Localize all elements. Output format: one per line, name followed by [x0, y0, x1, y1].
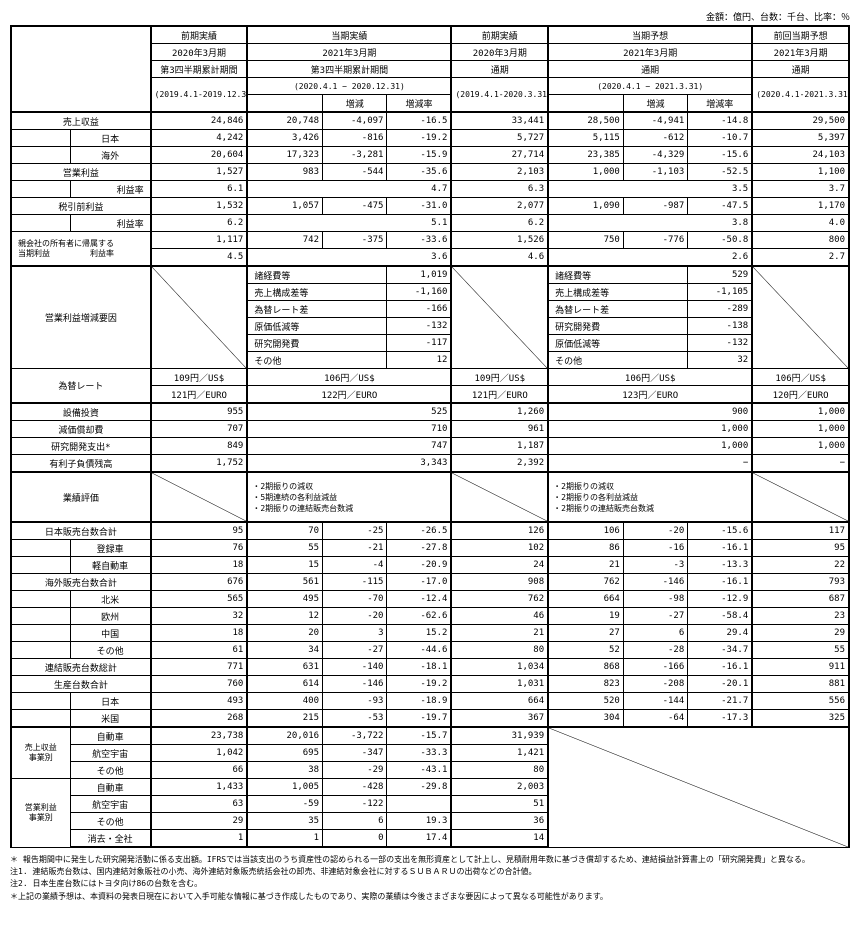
footnote-3: 注2. 日本生産台数にはトヨタ向け86の台数を含む。	[10, 878, 850, 889]
hdr-col2-zg: 増減	[323, 95, 387, 113]
row-label-sub: 日本	[70, 693, 151, 710]
hdr-col1-l2: 2020年3月期	[151, 44, 248, 61]
row-label-sub: 軽自動車	[70, 557, 151, 574]
row-label-sub: 航空宇宙	[70, 796, 151, 813]
hdr-col3-range: (2019.4.1-2020.3.31)	[451, 78, 548, 113]
row-label-sub: 欧州	[70, 608, 151, 625]
footnote-2: 注1. 連結販売台数は、国内連結対象販社の小売、海外連結対象販売統括会社の卸売、…	[10, 866, 850, 877]
footnote-1: ＊ 報告期間中に発生した研究開発活動に係る支出額。IFRSでは当該支出のうち資産…	[10, 854, 850, 865]
row-label-sub: 航空宇宙	[70, 745, 151, 762]
row-label: 生産台数合計	[11, 676, 151, 693]
unit-note: 金額：億円、台数：千台、比率：％	[10, 10, 850, 23]
row-label: 有利子負債残高	[11, 455, 151, 473]
row-label: 減価償却費	[11, 421, 151, 438]
hdr-col4-zg: 増減	[623, 95, 687, 113]
hdr-col4-l1: 当期予想	[548, 26, 752, 44]
hdr-col2-l1: 当期実績	[247, 26, 451, 44]
hdr-col5-l3: 通期	[752, 61, 849, 78]
hdr-col2-range: (2020.4.1 − 2020.12.31)	[247, 78, 451, 95]
hdr-col3-l2: 2020年3月期	[451, 44, 548, 61]
hdr-col1-l3: 第3四半期累計期間	[151, 61, 248, 78]
row-label-sub: 北米	[70, 591, 151, 608]
row-label: 設備投資	[11, 403, 151, 421]
row-label-sub: その他	[70, 762, 151, 779]
hdr-col2-l2: 2021年3月期	[247, 44, 451, 61]
hdr-col2-l3: 第3四半期累計期間	[247, 61, 451, 78]
hdr-col3-l1: 前期実績	[451, 26, 548, 44]
row-label-sub: 自動車	[70, 779, 151, 796]
row-label-sub: 日本	[70, 130, 151, 147]
row-label: 日本販売台数合計	[11, 522, 151, 540]
segment-revenue-label: 売上収益事業別	[11, 727, 70, 779]
hdr-col1-range: (2019.4.1-2019.12.31)	[151, 78, 248, 113]
hdr-col5-l1: 前回当期予想	[752, 26, 849, 44]
row-label: 研究開発支出*	[11, 438, 151, 455]
hdr-col1-l1: 前期実績	[151, 26, 248, 44]
row-label-sub: 米国	[70, 710, 151, 728]
hdr-col3-l3: 通期	[451, 61, 548, 78]
row-label-sub: 自動車	[70, 727, 151, 745]
financial-table: 前期実績 当期実績 前期実績 当期予想 前回当期予想 2020年3月期 2021…	[10, 25, 850, 848]
hdr-col4-zgr: 増減率	[688, 95, 752, 113]
hdr-col5-l2: 2021年3月期	[752, 44, 849, 61]
hdr-col4-l3: 通期	[548, 61, 752, 78]
row-label-sub: 海外	[70, 147, 151, 164]
performance-eval-a: ・2期振りの減収・5期連続の各利益減益・2期振りの連結販売台数減	[247, 472, 451, 522]
footnote-4: ＊上記の業績予想は、本資料の発表日現在において入手可能な情報に基づき作成したもの…	[10, 891, 850, 902]
row-label-sub: 消去・全社	[70, 830, 151, 848]
segment-profit-label: 営業利益事業別	[11, 779, 70, 848]
row-label: 為替レート	[11, 369, 151, 404]
hdr-col4-l2: 2021年3月期	[548, 44, 752, 61]
row-label: 海外販売台数合計	[11, 574, 151, 591]
row-label-sub: 登録車	[70, 540, 151, 557]
footnotes: ＊ 報告期間中に発生した研究開発活動に係る支出額。IFRSでは当該支出のうち資産…	[10, 854, 850, 902]
hdr-col5-range: (2020.4.1-2021.3.31)	[752, 78, 849, 113]
performance-eval-b: ・2期振りの減収・2期振りの各利益減益・2期振りの連結販売台数減	[548, 472, 752, 522]
row-label: 営業利益	[11, 164, 151, 181]
row-label: 親会社の所有者に帰属する当期利益 利益率	[11, 232, 151, 267]
row-label: 売上収益	[11, 112, 151, 130]
row-label: 連結販売台数総計	[11, 659, 151, 676]
row-label: 営業利益増減要因	[11, 266, 151, 369]
hdr-col2-zgr: 増減率	[387, 95, 451, 113]
row-label: 業績評価	[11, 472, 151, 522]
hdr-col4-range: (2020.4.1 − 2021.3.31)	[548, 78, 752, 95]
row-label-sub: その他	[70, 642, 151, 659]
row-label-sub: その他	[70, 813, 151, 830]
row-label-sub: 中国	[70, 625, 151, 642]
row-label: 税引前利益	[11, 198, 151, 215]
